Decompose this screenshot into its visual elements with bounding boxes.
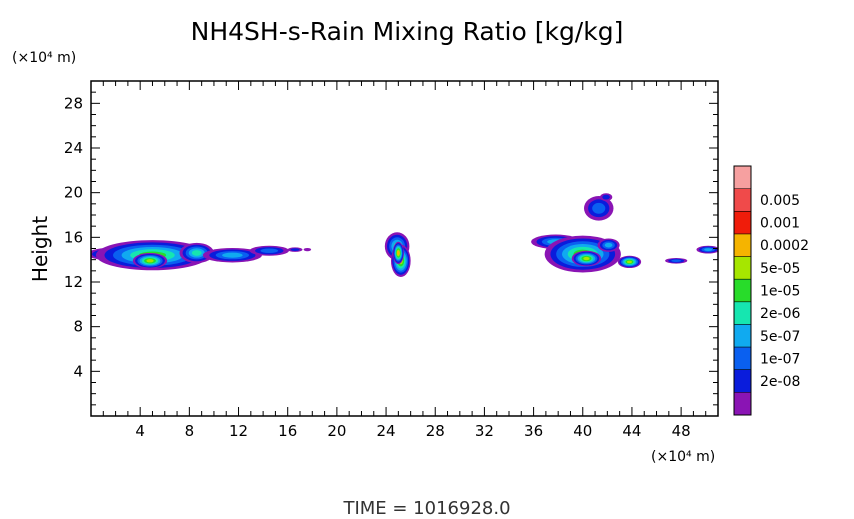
x-tick-label: 8: [185, 422, 195, 440]
colorbar-swatch: [734, 301, 751, 325]
y-tick-label: 20: [64, 184, 83, 202]
colorbar-swatch: [734, 392, 751, 416]
y-tick-label: 24: [64, 139, 83, 157]
chart-title: NH4SH-s-Rain Mixing Ratio [kg/kg]: [191, 17, 624, 46]
y-tick-label: 28: [64, 94, 83, 112]
colorbar-swatch: [734, 188, 751, 212]
field-contour: [602, 194, 610, 200]
field-contour: [704, 248, 713, 251]
colorbar-label: 2e-06: [760, 306, 800, 322]
field-contour: [592, 202, 606, 214]
x-tick-label: 28: [426, 422, 445, 440]
x-unit-label: (×10⁴ m): [651, 449, 715, 465]
colorbar-label: 0.005: [760, 193, 800, 209]
x-tick-label: 12: [229, 422, 248, 440]
colorbar-swatch: [734, 211, 751, 235]
x-tick-label: 24: [377, 422, 396, 440]
x-tick-label: 44: [622, 422, 641, 440]
colorbar-label: 1e-05: [760, 284, 800, 300]
x-tick-label: 40: [573, 422, 592, 440]
x-tick-label: 48: [672, 422, 691, 440]
field-contour: [303, 247, 312, 252]
field-contour: [627, 260, 632, 264]
field-contour: [222, 252, 243, 258]
x-tick-labels: 4 8 12 16 20 24 28 32 36 40 44 48: [135, 422, 690, 440]
field-contour: [290, 248, 300, 251]
y-tick-label: 8: [73, 318, 83, 336]
field-contour: [146, 259, 154, 263]
colorbar-swatch: [734, 233, 751, 257]
colorbar-label: 0.0002: [760, 238, 809, 254]
time-label: TIME = 1016928.0: [342, 498, 510, 519]
y-axis-label: Height: [28, 216, 52, 282]
field-contour: [260, 248, 279, 253]
colorbar-swatch: [734, 324, 751, 348]
y-tick-label: 12: [64, 273, 83, 291]
axis-ticks: [91, 81, 718, 416]
x-tick-label: 32: [475, 422, 494, 440]
colorbar-swatch: [734, 166, 751, 189]
colorbar-swatch: [734, 279, 751, 303]
x-tick-label: 20: [327, 422, 346, 440]
colorbar-swatch: [734, 347, 751, 371]
field-contour: [191, 250, 202, 256]
colorbar-swatch: [734, 256, 751, 280]
colorbar-swatch: [734, 369, 751, 393]
field-contour: [397, 250, 400, 256]
heatmap-field: [91, 193, 718, 277]
y-tick-label: 4: [73, 362, 83, 380]
colorbar-label: 5e-05: [760, 261, 800, 277]
colorbar-label: 2e-08: [760, 374, 800, 390]
colorbar-label: 0.001: [760, 216, 800, 232]
field-contour: [671, 259, 682, 263]
y-tick-labels: 4 8 12 16 20 24 28: [64, 94, 83, 380]
x-tick-label: 36: [524, 422, 543, 440]
x-tick-label: 4: [135, 422, 145, 440]
colorbar: 0.005 0.001 0.0002 5e-05 1e-05 2e-06 5e-07 1e-0…: [733, 165, 809, 416]
colorbar-label: 5e-07: [760, 329, 800, 345]
field-contour: [604, 242, 613, 248]
colorbar-label: 1e-07: [760, 351, 800, 367]
field-contour: [583, 256, 590, 261]
y-unit-label: (×10⁴ m): [12, 50, 76, 66]
x-tick-label: 16: [278, 422, 297, 440]
colorbar-frame: [733, 165, 752, 416]
y-tick-label: 16: [64, 228, 83, 246]
